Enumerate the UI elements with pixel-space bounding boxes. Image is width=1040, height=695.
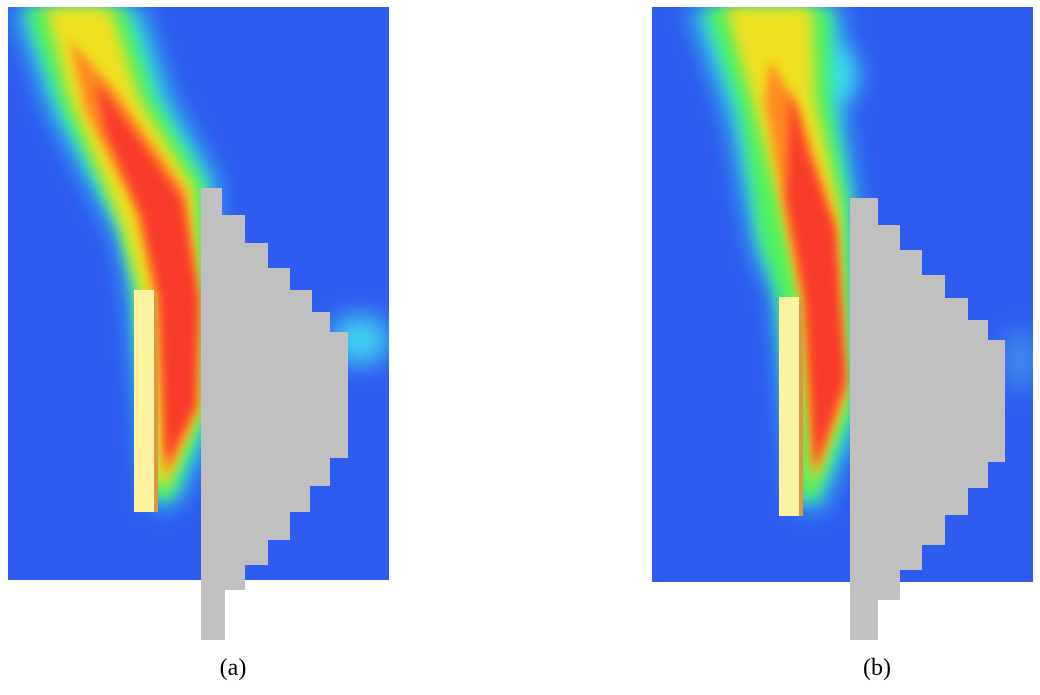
page: (a) (b) (() => { const data = JSON.parse… [0, 0, 1040, 695]
figure: (a) (b) [0, 0, 1040, 695]
plate [779, 297, 799, 516]
plate [134, 290, 154, 512]
panel-a: (a) [8, 7, 390, 681]
plate-edge [154, 294, 158, 512]
panel-b: (b) [652, 7, 1038, 681]
plate-edge [799, 301, 803, 516]
panel-label: (b) [863, 655, 891, 681]
panel-label: (a) [220, 655, 247, 681]
